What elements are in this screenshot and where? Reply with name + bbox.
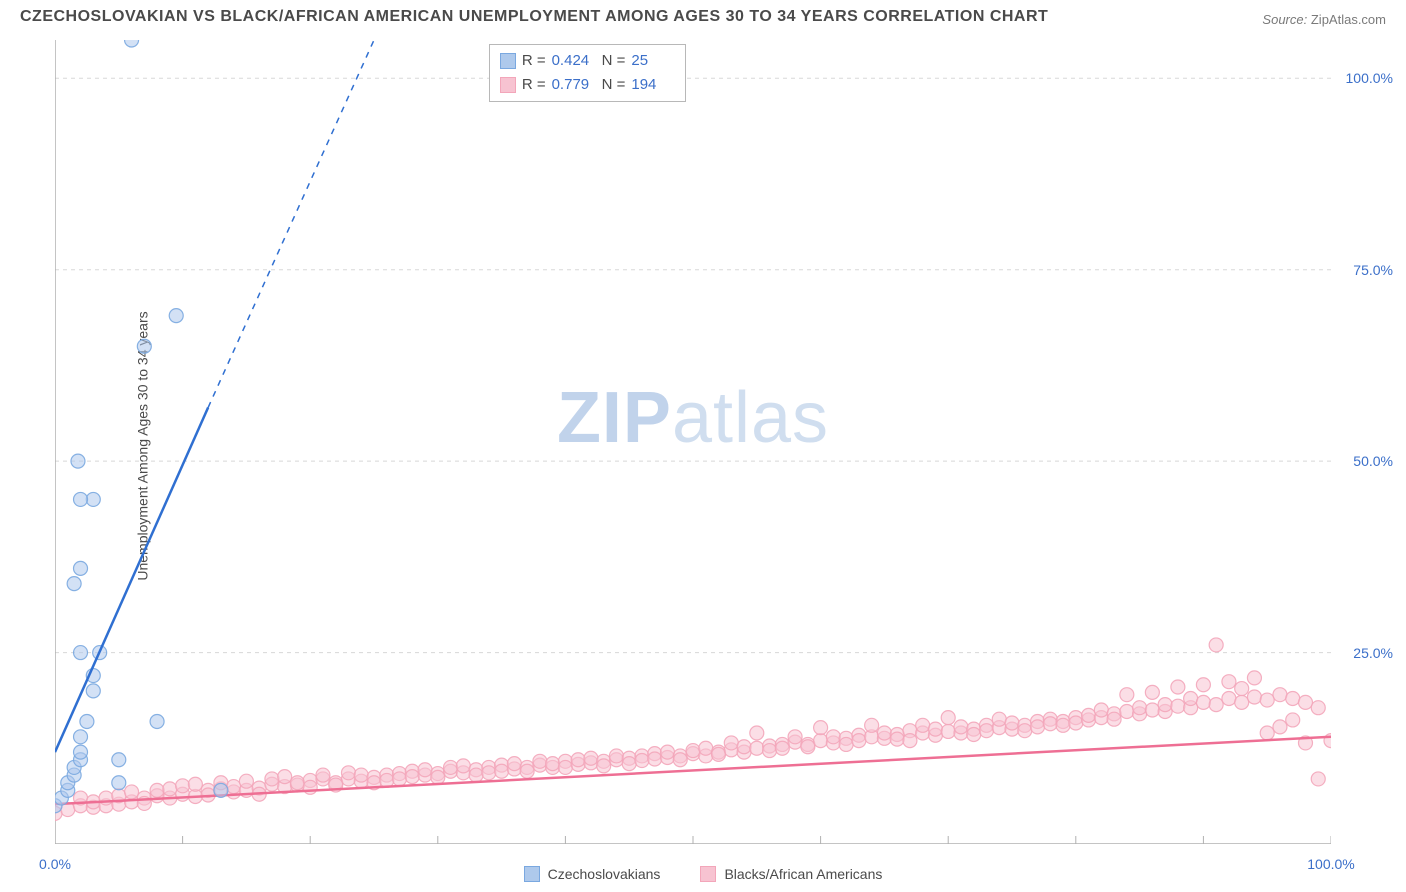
n-value-2: 194: [631, 73, 675, 97]
chart-title: CZECHOSLOVAKIAN VS BLACK/AFRICAN AMERICA…: [20, 8, 1048, 26]
r-label-2: R =: [522, 73, 546, 97]
r-value-2: 0.779: [552, 73, 596, 97]
stats-swatch-2: [500, 77, 516, 93]
source-label: Source:: [1262, 12, 1307, 27]
y-tick-label: 25.0%: [1353, 645, 1393, 661]
y-tick-label: 75.0%: [1353, 262, 1393, 278]
legend-item-1: Czechoslovakians: [524, 866, 661, 882]
legend-swatch-1: [524, 866, 540, 882]
legend-label-2: Blacks/African Americans: [724, 866, 882, 882]
correlation-stats-box: R = 0.424 N = 25 R = 0.779 N = 194: [489, 44, 687, 102]
legend-item-2: Blacks/African Americans: [700, 866, 882, 882]
legend-swatch-2: [700, 866, 716, 882]
n-value-1: 25: [631, 49, 675, 73]
n-label-1: N =: [602, 49, 626, 73]
stats-row-series-1: R = 0.424 N = 25: [500, 49, 676, 73]
r-label-1: R =: [522, 49, 546, 73]
stats-swatch-1: [500, 53, 516, 69]
scatter-plot-svg: [55, 40, 1331, 844]
n-label-2: N =: [602, 73, 626, 97]
stats-row-series-2: R = 0.779 N = 194: [500, 73, 676, 97]
chart-plot-area: ZIPatlas R = 0.424 N = 25 R = 0.779 N = …: [55, 40, 1331, 844]
source-value: ZipAtlas.com: [1311, 12, 1386, 27]
legend-label-1: Czechoslovakians: [548, 866, 661, 882]
y-tick-label: 100.0%: [1346, 70, 1393, 86]
r-value-1: 0.424: [552, 49, 596, 73]
source-attribution: Source: ZipAtlas.com: [1262, 12, 1386, 27]
bottom-legend: Czechoslovakians Blacks/African American…: [0, 866, 1406, 882]
y-tick-label: 50.0%: [1353, 453, 1393, 469]
